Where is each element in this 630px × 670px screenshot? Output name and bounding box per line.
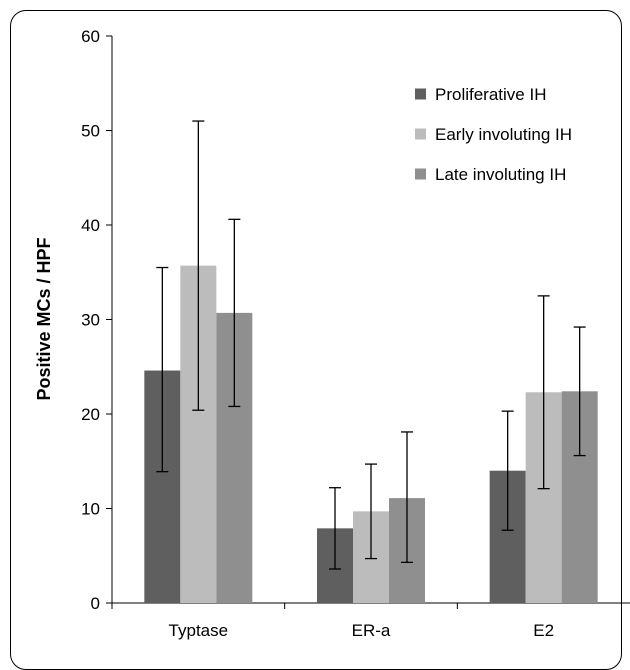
y-tick-label: 20	[81, 405, 100, 424]
bar-chart: 0 10 20 30 40 50 60 Typtase ER-a E2 Proliferative…	[34, 27, 630, 640]
legend: Proliferative IH Early involuting IH Late …	[415, 85, 572, 184]
y-tick-label: 10	[81, 500, 100, 519]
y-tick-label: 60	[81, 27, 100, 46]
y-tick-label: 0	[91, 594, 100, 613]
x-tick-label: ER-a	[352, 621, 391, 640]
y-tick-label: 30	[81, 311, 100, 330]
x-tick-label: E2	[533, 621, 554, 640]
y-axis-title: Positive MCs / HPF	[34, 237, 54, 400]
y-tick-label: 50	[81, 122, 100, 141]
legend-label: Proliferative IH	[435, 85, 546, 104]
legend-swatch	[415, 128, 426, 140]
legend-swatch	[415, 88, 426, 100]
x-tick-label: Typtase	[169, 621, 229, 640]
legend-label: Early involuting IH	[435, 125, 572, 144]
axes: 0 10 20 30 40 50 60 Typtase ER-a E2	[81, 27, 630, 640]
legend-label: Late involuting IH	[435, 165, 566, 184]
error-bars	[156, 120, 586, 570]
legend-swatch	[415, 168, 426, 180]
y-tick-label: 40	[81, 216, 100, 235]
